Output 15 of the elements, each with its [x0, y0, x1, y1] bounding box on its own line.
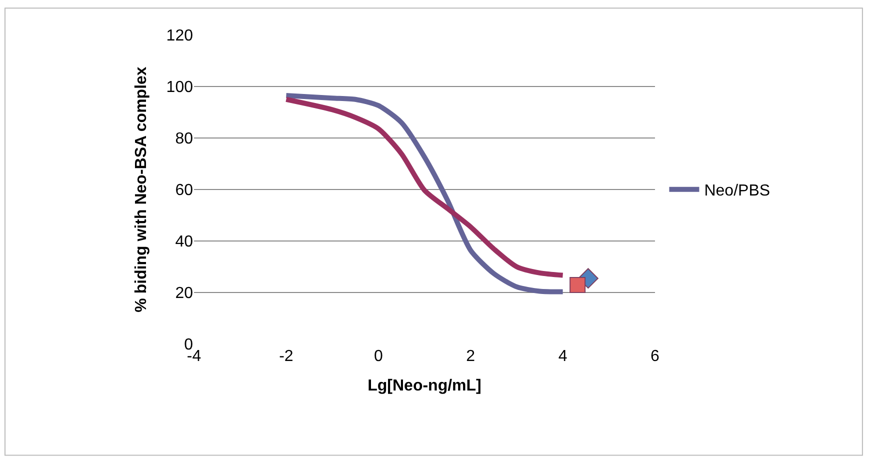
x-tick-label: 2 [466, 348, 476, 365]
x-tick-label: 0 [374, 348, 383, 365]
y-tick-label: 0 [184, 336, 194, 354]
y-axis-title: % biding with Neo-BSA complex [133, 66, 150, 312]
y-tick-label: 60 [175, 182, 194, 200]
x-tick-label: -2 [279, 348, 294, 365]
x-tick-label: 6 [650, 348, 660, 365]
y-tick-label: 120 [166, 28, 194, 45]
x-axis-title: Lg[Neo-ng/mL] [368, 378, 482, 395]
legend-label: Neo/PBS [704, 182, 770, 200]
y-tick-label: 100 [166, 79, 194, 96]
x-tick-label: 4 [558, 348, 568, 365]
y-tick-label: 80 [175, 130, 194, 148]
y-tick-label: 40 [175, 234, 194, 251]
y-tick-label: 20 [175, 285, 194, 302]
